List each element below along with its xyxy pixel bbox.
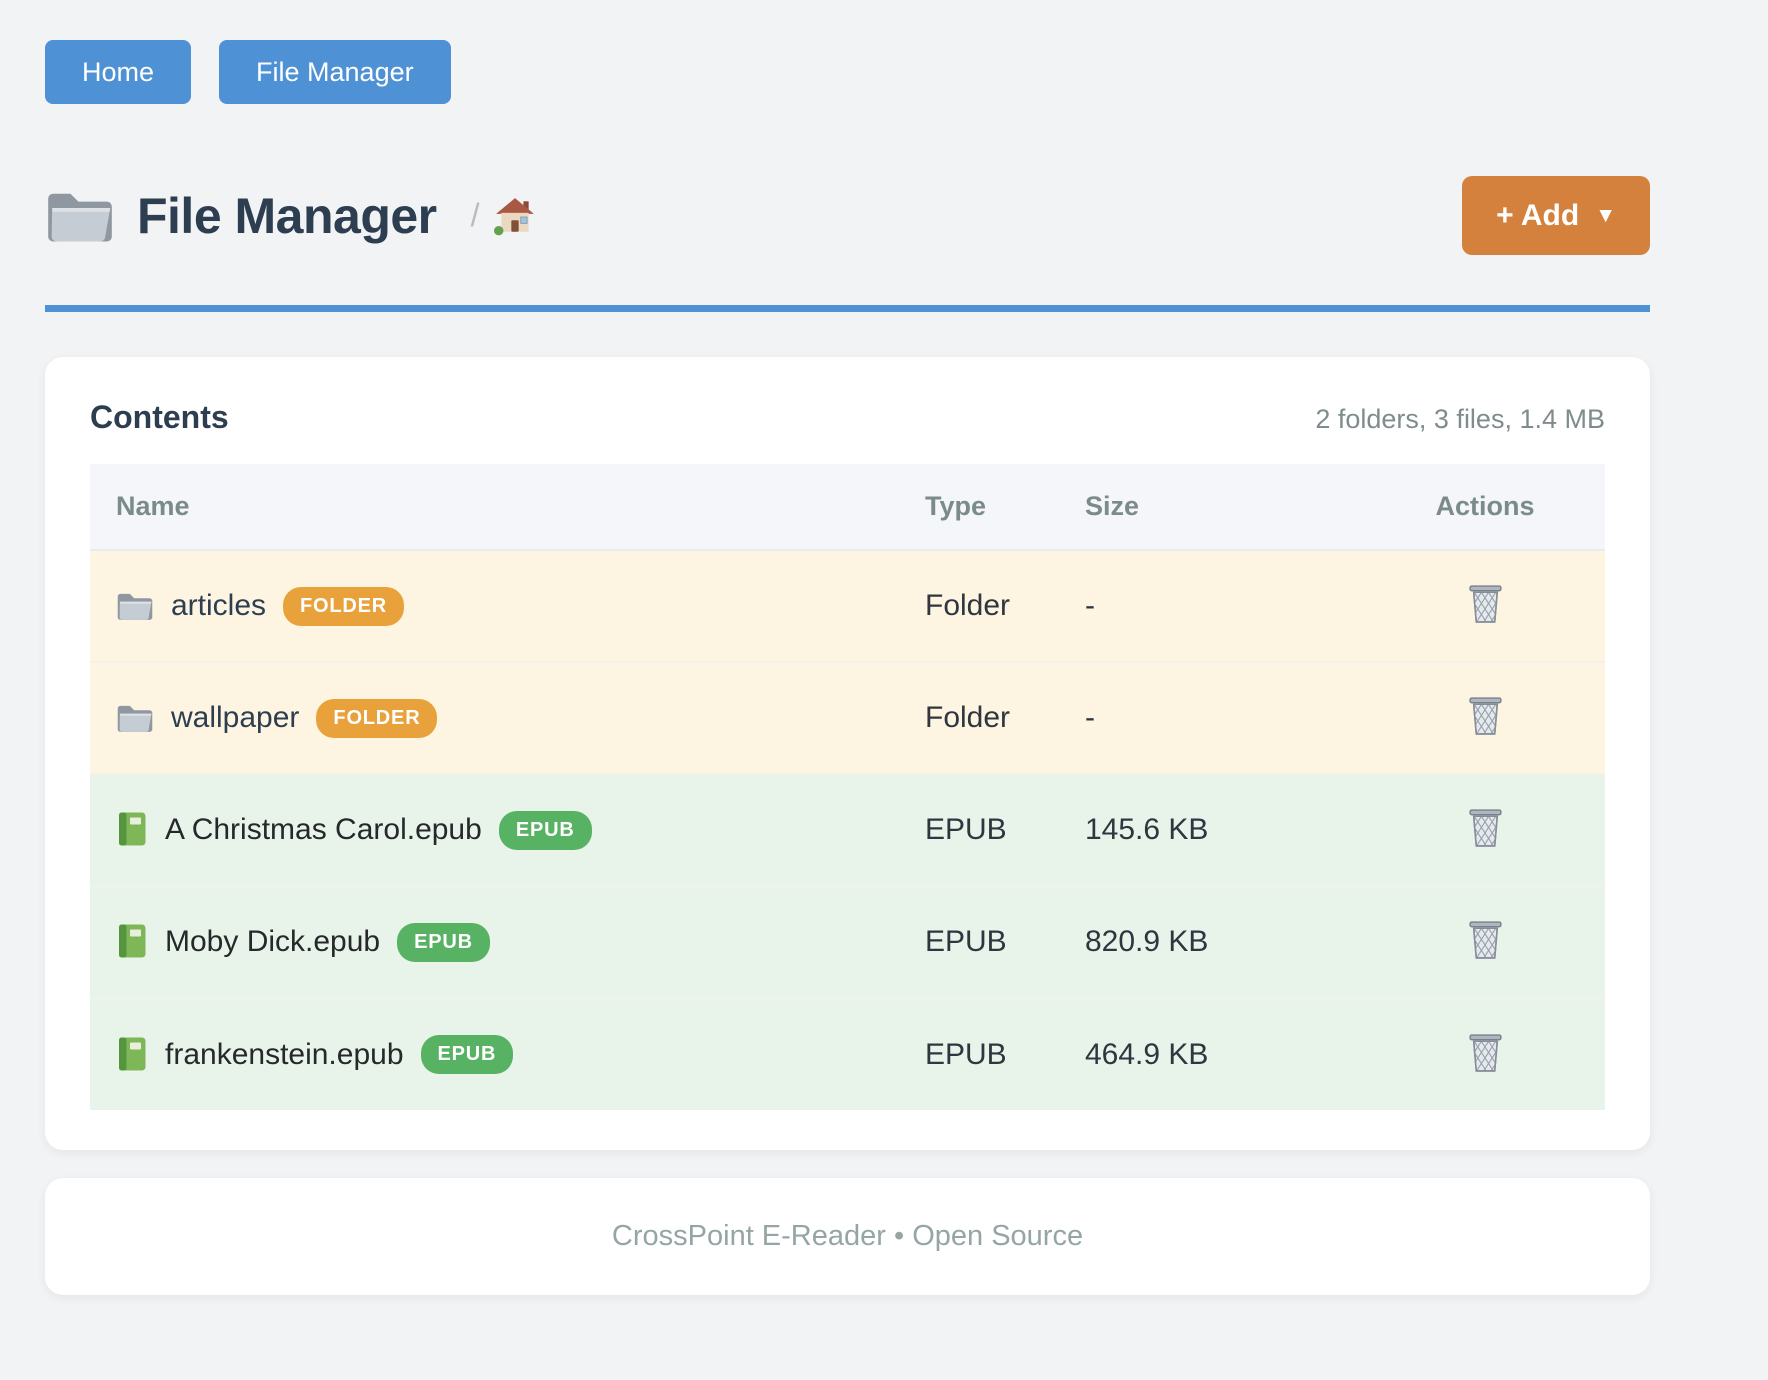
item-type: Folder — [925, 549, 1085, 662]
column-header-name: Name — [90, 464, 925, 550]
item-name-link[interactable]: Moby Dick.epub — [165, 925, 381, 958]
title-divider — [45, 305, 1650, 312]
delete-button[interactable] — [1467, 583, 1504, 624]
table-row: wallpaper FOLDER Folder - — [90, 661, 1605, 774]
trash-icon — [1467, 583, 1504, 624]
item-size: - — [1085, 661, 1365, 774]
trash-icon — [1467, 919, 1504, 960]
trash-icon — [1467, 695, 1504, 736]
page-title: File Manager — [137, 187, 437, 244]
footer-card: CrossPoint E-Reader • Open Source — [45, 1178, 1650, 1295]
home-button[interactable]: Home — [45, 40, 192, 104]
item-size: - — [1085, 549, 1365, 662]
item-size: 464.9 KB — [1085, 997, 1365, 1110]
column-header-actions: Actions — [1365, 464, 1605, 550]
folder-icon — [116, 589, 154, 623]
item-name-link[interactable]: frankenstein.epub — [165, 1037, 404, 1071]
table-header-row: Name Type Size Actions — [90, 464, 1605, 550]
epub-badge: EPUB — [420, 1035, 514, 1074]
top-nav: Home File Manager — [45, 40, 1650, 104]
page-header: File Manager / + Add ▼ — [45, 176, 1650, 255]
column-header-size: Size — [1085, 464, 1365, 550]
item-name-link[interactable]: A Christmas Carol.epub — [165, 813, 482, 846]
item-type: EPUB — [925, 885, 1085, 998]
folder-badge: FOLDER — [316, 698, 438, 738]
book-icon — [116, 1036, 148, 1074]
item-type: EPUB — [925, 997, 1085, 1110]
delete-button[interactable] — [1467, 919, 1504, 960]
table-row: frankenstein.epub EPUB EPUB 464.9 KB — [90, 997, 1605, 1110]
delete-button[interactable] — [1467, 695, 1504, 736]
folder-badge: FOLDER — [283, 586, 405, 626]
item-name-link[interactable]: articles — [171, 589, 267, 622]
contents-summary: 2 folders, 3 files, 1.4 MB — [1315, 404, 1605, 434]
breadcrumb-separator: / — [470, 197, 480, 233]
trash-icon — [1467, 807, 1504, 848]
book-icon — [116, 923, 148, 961]
table-row: A Christmas Carol.epub EPUB EPUB 145.6 K… — [90, 773, 1605, 886]
item-size: 145.6 KB — [1085, 773, 1365, 886]
item-type: EPUB — [925, 773, 1085, 886]
epub-badge: EPUB — [397, 922, 490, 962]
table-row: Moby Dick.epub EPUB EPUB 820.9 KB — [90, 885, 1605, 998]
footer-text: CrossPoint E-Reader • Open Source — [611, 1220, 1084, 1252]
epub-badge: EPUB — [498, 810, 592, 850]
file-manager-button[interactable]: File Manager — [219, 40, 451, 104]
item-size: 820.9 KB — [1085, 885, 1365, 998]
item-type: Folder — [925, 661, 1085, 774]
column-header-type: Type — [925, 464, 1085, 550]
home-breadcrumb-icon[interactable] — [494, 196, 536, 236]
caret-down-icon: ▼ — [1595, 203, 1616, 227]
book-icon — [116, 811, 148, 849]
contents-heading: Contents — [90, 399, 229, 435]
trash-icon — [1467, 1032, 1504, 1073]
folder-icon — [45, 187, 115, 245]
add-button-label: + Add — [1496, 198, 1580, 232]
contents-card-header: Contents 2 folders, 3 files, 1.4 MB — [90, 399, 1605, 436]
contents-card: Contents 2 folders, 3 files, 1.4 MB Name… — [45, 357, 1650, 1150]
table-row: articles FOLDER Folder - — [90, 549, 1605, 662]
item-name-link[interactable]: wallpaper — [171, 701, 300, 734]
delete-button[interactable] — [1467, 1032, 1504, 1073]
folder-icon — [116, 701, 154, 735]
add-button[interactable]: + Add ▼ — [1462, 176, 1650, 255]
file-table: Name Type Size Actions articles FOLDER — [90, 464, 1605, 1110]
delete-button[interactable] — [1467, 807, 1504, 848]
